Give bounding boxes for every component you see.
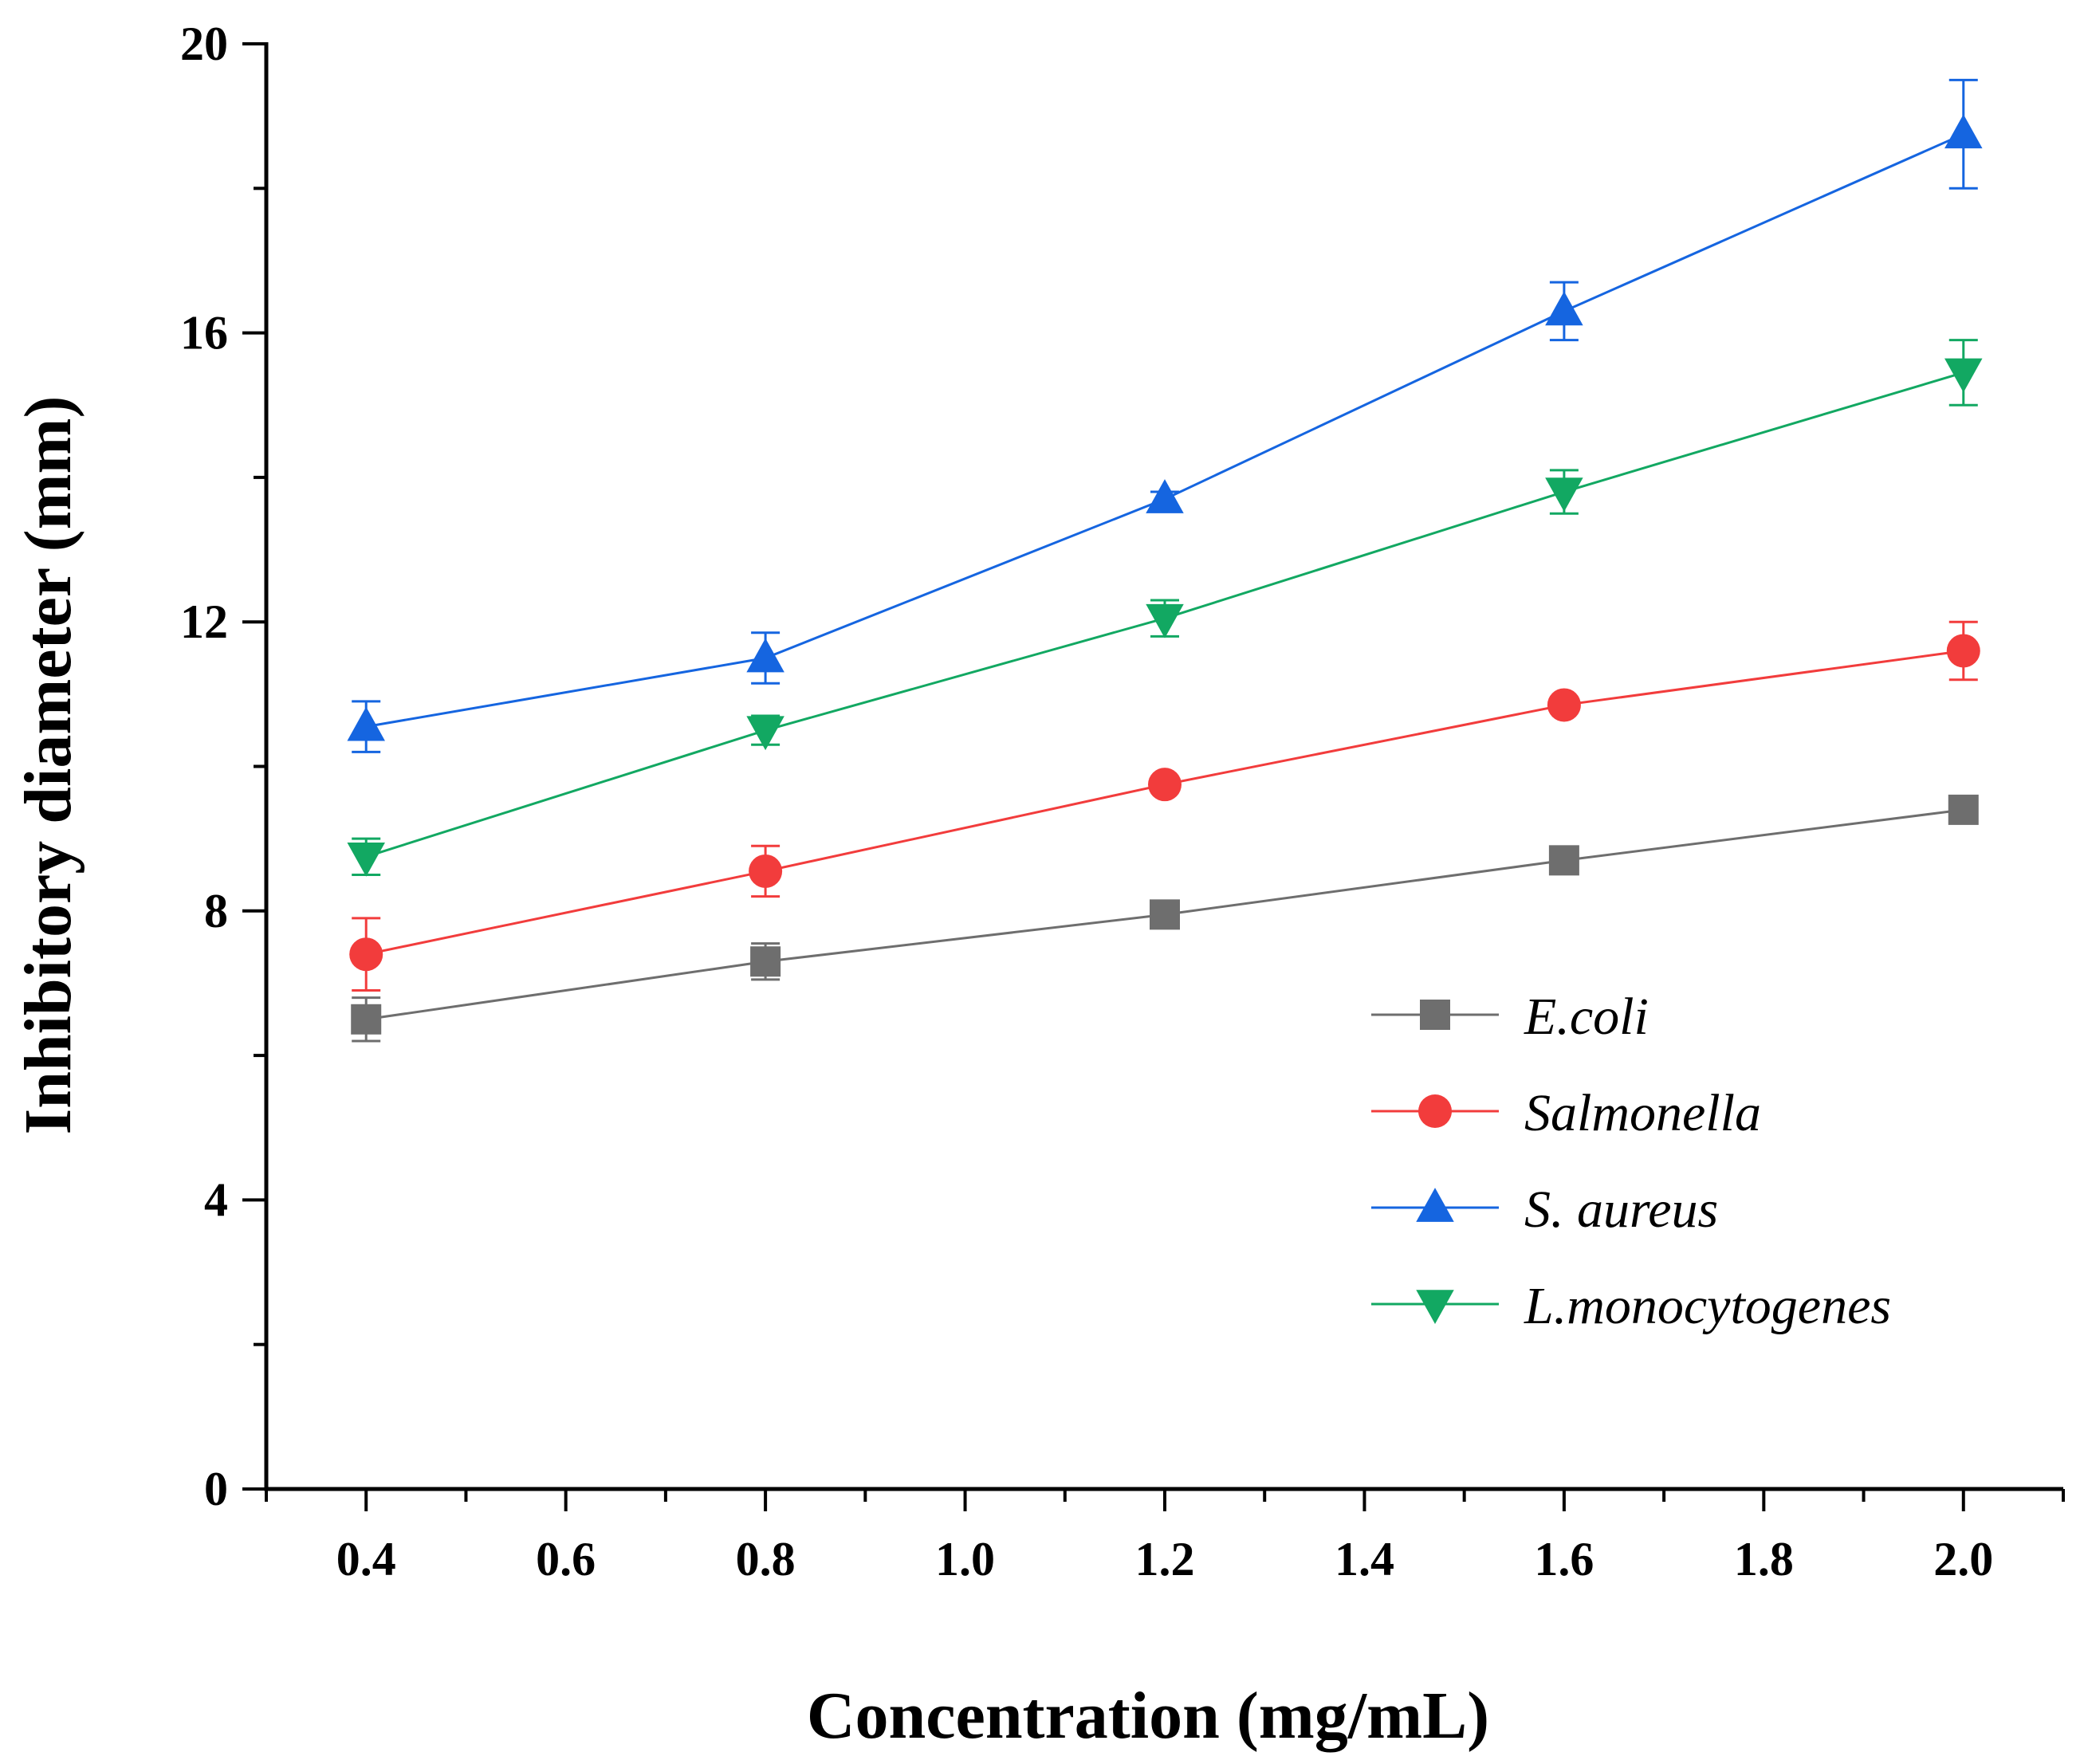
data-point-salmonella (1148, 768, 1182, 802)
series-l-monocytogenes (347, 339, 1983, 877)
y-axis-title: Inhibitory diameter (mm) (11, 396, 85, 1135)
axes: 0.4 0.6 0.8 1.0 1.2 1.4 1.6 1.8 2.0 0 4 8 12 16 20 (180, 18, 2065, 1585)
x-tick-label: 0.4 (336, 1533, 396, 1585)
data-point-s-aureus (1944, 114, 1983, 149)
x-tick-label: 1.6 (1534, 1533, 1594, 1585)
x-tick-label: 0.8 (736, 1533, 796, 1585)
legend-item-salmonella: Salmonella (1371, 1084, 1761, 1142)
legend-label: L.monocytogenes (1524, 1277, 1891, 1335)
legend-marker (1416, 1188, 1454, 1222)
series-salmonella (349, 620, 1980, 992)
x-axis-title: Concentration (mg/mL) (807, 1679, 1489, 1753)
data-point-l-monocytogenes (1545, 477, 1583, 512)
legend-marker (1418, 1094, 1452, 1128)
data-point-e-coli (1150, 899, 1180, 930)
y-tick-label: 20 (180, 18, 228, 70)
y-tick-label: 4 (204, 1173, 228, 1226)
data-point-l-monocytogenes (1944, 358, 1983, 393)
legend-marker (1420, 1000, 1450, 1030)
legend-marker (1416, 1290, 1454, 1324)
y-tick-label: 12 (180, 595, 228, 648)
legend-label: Salmonella (1524, 1084, 1761, 1142)
data-point-e-coli (1948, 794, 1979, 825)
series-layer (347, 78, 1983, 1043)
data-point-e-coli (750, 946, 781, 977)
legend-label: E.coli (1524, 988, 1649, 1046)
legend-item-l-monocytogenes: L.monocytogenes (1371, 1277, 1891, 1335)
data-point-s-aureus (1545, 291, 1583, 326)
data-point-salmonella (1547, 688, 1581, 722)
y-tick-label: 0 (204, 1463, 228, 1515)
x-tick-label: 0.6 (536, 1533, 596, 1585)
data-point-e-coli (1548, 845, 1579, 876)
x-tick-label: 1.0 (935, 1533, 995, 1585)
legend-item-s-aureus: S. aureus (1371, 1181, 1718, 1239)
legend-label: S. aureus (1524, 1181, 1718, 1239)
data-point-l-monocytogenes (746, 716, 784, 751)
series-e-coli (351, 794, 1979, 1043)
legend: E.coli Salmonella S. aureus L.monocytogenes (1371, 988, 1891, 1335)
data-point-l-monocytogenes (347, 843, 385, 877)
data-point-salmonella (349, 937, 383, 972)
data-point-e-coli (351, 1004, 382, 1035)
data-point-s-aureus (347, 706, 385, 741)
y-tick-label: 16 (180, 307, 228, 359)
x-tick-label: 1.4 (1335, 1533, 1394, 1585)
x-tick-label: 1.8 (1734, 1533, 1794, 1585)
x-tick-label: 2.0 (1933, 1533, 1993, 1585)
data-point-salmonella (749, 854, 783, 888)
x-tick-label: 1.2 (1135, 1533, 1195, 1585)
legend-item-e-coli: E.coli (1371, 988, 1649, 1046)
data-point-s-aureus (746, 638, 784, 673)
data-point-l-monocytogenes (1146, 603, 1184, 638)
data-point-s-aureus (1146, 479, 1184, 513)
data-point-salmonella (1946, 634, 1980, 668)
y-tick-label: 8 (204, 885, 228, 937)
series-s-aureus (347, 78, 1983, 753)
